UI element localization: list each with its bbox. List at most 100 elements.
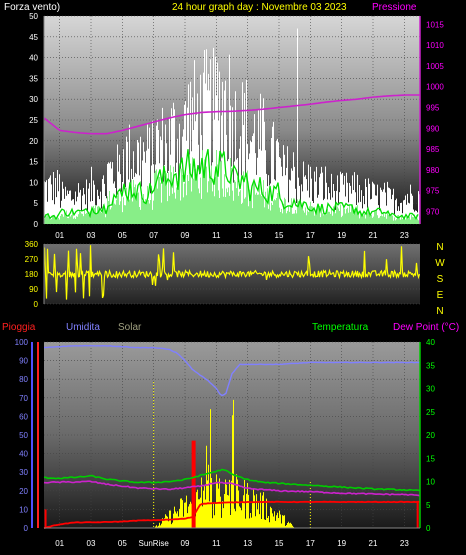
direction-panel-axes: 360 270 180 90 0 xyxy=(25,240,45,309)
hour-tick-label: 09 xyxy=(181,231,190,240)
pressure-tick-label: 985 xyxy=(426,145,440,154)
pressure-tick-label: 975 xyxy=(426,187,440,196)
compass-letter: E xyxy=(437,290,444,301)
hour-tick-label: 23 xyxy=(400,231,409,240)
compass-letter: N xyxy=(436,242,443,253)
hour-tick-label: 19 xyxy=(337,231,346,240)
wind-avg-line xyxy=(43,149,419,221)
dewpoint-axis-title: Dew Point (°C) xyxy=(393,322,459,333)
hour-tick-label: 15 xyxy=(275,539,284,548)
wind-tick-label: 20 xyxy=(29,137,38,146)
hour-tick-label: 05 xyxy=(118,539,127,548)
humidity-tick-label: 0 xyxy=(24,524,29,533)
wind-tick-label: 45 xyxy=(29,33,38,42)
humidity-line xyxy=(43,344,421,397)
wind-axis-title: Forza vento) xyxy=(4,2,60,13)
hour-tick-label: 01 xyxy=(55,539,64,548)
direction-tick-label: 180 xyxy=(25,270,39,279)
wind-panel-data xyxy=(43,28,420,224)
direction-panel-data xyxy=(43,245,421,300)
dewpoint-line xyxy=(43,480,421,497)
wind-tick-label: 50 xyxy=(29,12,38,21)
wind-direction-line xyxy=(43,245,421,300)
solar-axis-title: Solar xyxy=(118,322,142,333)
temperature-tick-label: 15 xyxy=(426,454,435,463)
hour-tick-label: 07 xyxy=(149,231,158,240)
humidity-tick-label: 50 xyxy=(19,431,28,440)
humidity-tick-label: 60 xyxy=(19,412,28,421)
direction-tick-label: 0 xyxy=(34,300,39,309)
humidity-tick-label: 90 xyxy=(19,357,28,366)
humidity-tick-label: 30 xyxy=(19,468,28,477)
temperature-tick-label: 5 xyxy=(426,501,431,510)
hour-tick-label: 21 xyxy=(369,231,378,240)
rain-line xyxy=(43,500,421,529)
wind-tick-label: 40 xyxy=(29,54,38,63)
humidity-tick-label: 100 xyxy=(15,338,29,347)
wind-tick-label: 10 xyxy=(29,178,38,187)
wind-tick-label: 30 xyxy=(29,95,38,104)
hour-tick-label: 11 xyxy=(212,539,221,548)
hour-tick-label: 15 xyxy=(275,231,284,240)
hour-tick-label: 01 xyxy=(55,231,64,240)
direction-tick-label: 270 xyxy=(25,255,39,264)
humidity-tick-label: 70 xyxy=(19,394,28,403)
climate-panel-data xyxy=(43,344,421,529)
wind-tick-label: 35 xyxy=(29,74,38,83)
rain-axis-title: Pioggia xyxy=(2,322,36,333)
direction-tick-label: 360 xyxy=(25,240,39,249)
hour-tick-label: 19 xyxy=(337,539,346,548)
pressure-tick-label: 970 xyxy=(426,208,440,217)
temperature-axis-title: Temperatura xyxy=(312,322,369,333)
compass-letter: W xyxy=(435,258,445,269)
hour-tick-label: 13 xyxy=(243,539,252,548)
wind-tick-label: 25 xyxy=(29,116,38,125)
humidity-axis-title: Umidita xyxy=(66,322,100,333)
pressure-axis-title: Pressione xyxy=(372,2,417,13)
hour-tick-label: 17 xyxy=(306,539,315,548)
hour-tick-label: 03 xyxy=(87,231,96,240)
hour-tick-label: 05 xyxy=(118,231,127,240)
wind-tick-label: 15 xyxy=(29,158,38,167)
wind-panel-axes: 0510152025303540455097097598098599099510… xyxy=(29,12,444,240)
hour-tick-label: 11 xyxy=(212,231,221,240)
wind-tick-label: 0 xyxy=(34,220,39,229)
humidity-tick-label: 10 xyxy=(19,505,28,514)
hour-tick-label: 21 xyxy=(369,539,378,548)
pressure-tick-label: 1015 xyxy=(426,20,444,29)
temperature-tick-label: 20 xyxy=(426,431,435,440)
pressure-tick-label: 1000 xyxy=(426,83,444,92)
pressure-tick-label: 980 xyxy=(426,166,440,175)
temperature-tick-label: 35 xyxy=(426,361,435,370)
temperature-tick-label: 30 xyxy=(426,385,435,394)
climate-panel-grid xyxy=(44,341,420,529)
temperature-tick-label: 40 xyxy=(426,338,435,347)
pressure-tick-label: 990 xyxy=(426,124,440,133)
humidity-tick-label: 20 xyxy=(19,487,28,496)
humidity-tick-label: 80 xyxy=(19,375,28,384)
hour-tick-label: 03 xyxy=(87,539,96,548)
hour-tick-label: 23 xyxy=(400,539,409,548)
hour-tick-label: 17 xyxy=(306,231,315,240)
chart-title: 24 hour graph day : Novembre 03 2023 xyxy=(172,2,347,13)
direction-tick-label: 90 xyxy=(29,285,38,294)
climate-panel-axes: 0102030405060708090100051015202530354001… xyxy=(15,338,436,548)
temperature-tick-label: 0 xyxy=(426,524,431,533)
hour-tick-label: 13 xyxy=(243,231,252,240)
pressure-line xyxy=(43,94,420,135)
hour-tick-label: SunRise xyxy=(139,539,170,548)
pressure-tick-label: 1010 xyxy=(426,41,444,50)
humidity-tick-label: 40 xyxy=(19,450,28,459)
temperature-tick-label: 10 xyxy=(426,478,435,487)
pressure-tick-label: 995 xyxy=(426,104,440,113)
temperature-tick-label: 25 xyxy=(426,408,435,417)
compass-letter: S xyxy=(437,274,444,285)
compass-letter: N xyxy=(436,306,443,317)
temperature-line xyxy=(43,468,421,492)
hour-tick-label: 09 xyxy=(181,539,190,548)
wind-tick-label: 5 xyxy=(34,199,39,208)
pressure-tick-label: 1005 xyxy=(426,62,444,71)
